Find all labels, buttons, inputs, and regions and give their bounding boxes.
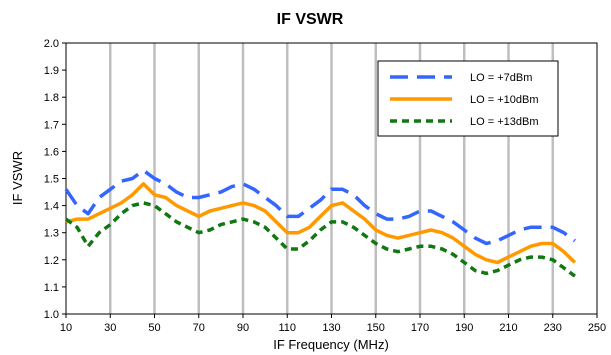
y-tick-label: 1.6	[44, 146, 59, 158]
y-tick-label: 2.0	[44, 38, 59, 50]
y-tick-label: 1.1	[44, 282, 59, 294]
x-tick-label: 190	[455, 322, 473, 334]
legend-label: LO = +7dBm	[470, 72, 532, 84]
x-tick-label: 50	[148, 322, 160, 334]
legend-label: LO = +13dBm	[470, 116, 539, 128]
x-tick-label: 210	[499, 322, 517, 334]
x-tick-label: 10	[60, 322, 72, 334]
y-tick-label: 1.0	[44, 309, 59, 321]
x-tick-label: 30	[104, 322, 116, 334]
x-axis-ticks: 10 30 50 70 90 110 130 150 170 190 210 230 250	[60, 314, 606, 334]
y-axis-title: IF VSWR	[10, 151, 25, 205]
series-line	[65, 182, 577, 265]
y-tick-label: 1.7	[44, 119, 59, 131]
x-tick-label: 250	[588, 322, 606, 334]
chart-title: IF VSWR	[277, 11, 344, 28]
y-tick-label: 1.8	[44, 92, 59, 104]
series-line	[64, 168, 576, 246]
x-tick-label: 110	[278, 322, 296, 334]
y-tick-label: 1.2	[44, 255, 59, 267]
y-tick-label: 1.3	[44, 228, 59, 240]
x-tick-label: 170	[411, 322, 429, 334]
y-axis-ticks: 1.0 1.1 1.2 1.3 1.4 1.5 1.6 1.7 1.8 1.9 2.0	[44, 38, 66, 321]
y-tick-label: 1.5	[44, 174, 59, 186]
x-tick-label: 70	[193, 322, 205, 334]
x-tick-label: 90	[237, 322, 249, 334]
y-tick-label: 1.4	[44, 201, 59, 213]
x-tick-label: 150	[367, 322, 385, 334]
legend: LO = +7dBm LO = +10dBm LO = +13dBm	[377, 60, 559, 137]
y-tick-label: 1.9	[44, 65, 59, 77]
series-line	[64, 201, 576, 278]
x-tick-label: 130	[322, 322, 340, 334]
x-axis-title: IF Frequency (MHz)	[273, 337, 389, 352]
legend-label: LO = +10dBm	[470, 94, 539, 106]
x-tick-label: 230	[544, 322, 562, 334]
series-lines	[64, 168, 577, 278]
